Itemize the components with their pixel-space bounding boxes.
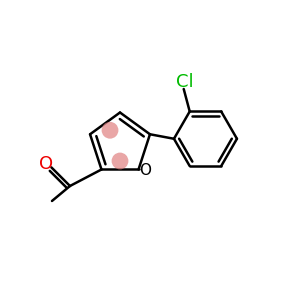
Circle shape (102, 122, 118, 139)
Text: O: O (39, 155, 53, 173)
Circle shape (112, 153, 128, 169)
Text: O: O (139, 164, 151, 178)
Text: Cl: Cl (176, 74, 194, 92)
